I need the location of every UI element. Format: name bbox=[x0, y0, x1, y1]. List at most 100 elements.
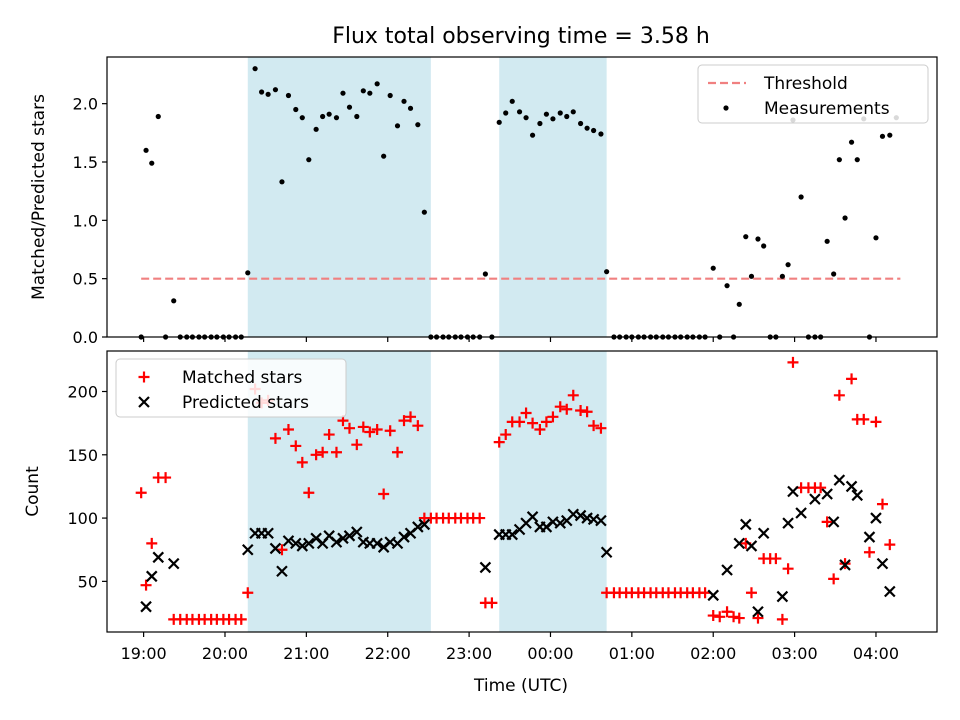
data-point bbox=[776, 613, 788, 625]
y-tick-label: 100 bbox=[67, 509, 98, 528]
y-tick-label: 1.0 bbox=[73, 211, 98, 230]
data-point bbox=[564, 113, 570, 120]
data-point bbox=[296, 540, 309, 552]
data-point bbox=[346, 104, 353, 110]
data-point bbox=[412, 420, 424, 432]
x-tick-label: 03:00 bbox=[772, 644, 818, 663]
data-point bbox=[360, 88, 366, 94]
data-point bbox=[343, 422, 355, 434]
data-point bbox=[752, 612, 764, 624]
data-point bbox=[821, 516, 833, 528]
data-point bbox=[851, 489, 864, 502]
data-point bbox=[333, 115, 340, 121]
data-point bbox=[529, 132, 536, 138]
data-point bbox=[235, 613, 247, 625]
data-point bbox=[879, 133, 886, 139]
data-point bbox=[160, 472, 172, 484]
x-tick-label: 00:00 bbox=[527, 644, 573, 663]
data-point bbox=[757, 527, 770, 540]
bottom-x-ticks: 19:00 20:00 21:00 22:00 23:00 00:00 01:00 02:00… bbox=[121, 632, 899, 663]
data-point bbox=[707, 610, 719, 622]
data-point bbox=[290, 440, 302, 452]
data-point bbox=[828, 573, 840, 585]
data-point bbox=[863, 546, 875, 558]
data-point bbox=[787, 485, 799, 498]
legend-label: Matched stars bbox=[182, 368, 302, 388]
data-point bbox=[876, 498, 888, 510]
data-point bbox=[540, 416, 552, 428]
data-point bbox=[870, 416, 882, 428]
data-point bbox=[699, 587, 711, 599]
data-point bbox=[310, 449, 322, 461]
data-point bbox=[269, 432, 281, 444]
data-point bbox=[317, 446, 329, 458]
x-tick-label: 19:00 bbox=[121, 644, 167, 663]
data-point bbox=[299, 115, 305, 121]
data-point bbox=[140, 600, 152, 613]
data-point bbox=[824, 238, 830, 244]
data-point bbox=[152, 551, 165, 564]
data-point bbox=[839, 559, 851, 571]
data-point bbox=[537, 120, 543, 127]
data-point bbox=[306, 157, 312, 163]
bottom-y-ticks: 50 100 150 200 bbox=[67, 383, 107, 591]
data-point bbox=[398, 531, 410, 543]
data-point bbox=[523, 115, 529, 121]
data-point bbox=[252, 66, 258, 72]
data-point bbox=[721, 606, 733, 618]
data-point bbox=[752, 605, 764, 618]
data-point bbox=[367, 90, 373, 96]
data-point bbox=[496, 119, 502, 125]
data-point bbox=[245, 270, 251, 276]
data-point bbox=[155, 113, 161, 120]
x-axis-label: Time (UTC) bbox=[473, 676, 568, 696]
data-point bbox=[146, 537, 158, 549]
data-point bbox=[782, 517, 794, 529]
x-tick-label: 01:00 bbox=[609, 644, 655, 663]
data-point bbox=[787, 356, 799, 368]
top-y-axis-label: Matched/Predicted stars bbox=[29, 94, 49, 300]
data-point bbox=[884, 585, 896, 598]
data-point bbox=[745, 587, 757, 599]
data-point bbox=[503, 110, 509, 116]
legend-label: Threshold bbox=[763, 74, 848, 94]
data-point bbox=[743, 234, 749, 240]
data-point bbox=[591, 127, 597, 134]
data-point bbox=[714, 611, 726, 623]
data-point bbox=[276, 544, 288, 556]
data-point bbox=[707, 589, 720, 602]
data-point bbox=[776, 590, 789, 603]
data-point bbox=[848, 139, 855, 145]
data-point bbox=[242, 587, 254, 599]
data-point bbox=[285, 92, 292, 99]
top-legend: Threshold Measurements bbox=[697, 64, 929, 124]
data-point bbox=[736, 301, 742, 307]
data-point bbox=[149, 160, 155, 166]
data-point bbox=[313, 126, 319, 132]
data-point bbox=[785, 262, 791, 268]
y-tick-label: 1.5 bbox=[73, 153, 98, 172]
data-point bbox=[167, 557, 180, 570]
x-tick-label: 04:00 bbox=[853, 644, 899, 663]
data-point bbox=[415, 122, 421, 128]
data-point bbox=[584, 125, 590, 131]
data-point bbox=[479, 561, 492, 574]
data-point bbox=[326, 111, 332, 117]
data-point bbox=[323, 429, 335, 441]
data-point bbox=[846, 373, 858, 385]
data-point bbox=[265, 91, 271, 97]
data-point bbox=[761, 243, 767, 249]
y-tick-label: 50 bbox=[78, 572, 98, 591]
data-point bbox=[526, 511, 539, 523]
data-point bbox=[795, 507, 807, 519]
y-tick-label: 150 bbox=[67, 446, 98, 465]
data-point bbox=[330, 446, 342, 458]
legend-label: Predicted stars bbox=[182, 393, 309, 413]
data-point bbox=[575, 404, 587, 416]
data-point bbox=[782, 563, 794, 575]
data-point bbox=[394, 123, 401, 129]
data-point bbox=[412, 521, 424, 533]
legend-marker-swatch bbox=[138, 371, 150, 383]
data-point bbox=[770, 553, 782, 565]
data-point bbox=[378, 488, 390, 500]
